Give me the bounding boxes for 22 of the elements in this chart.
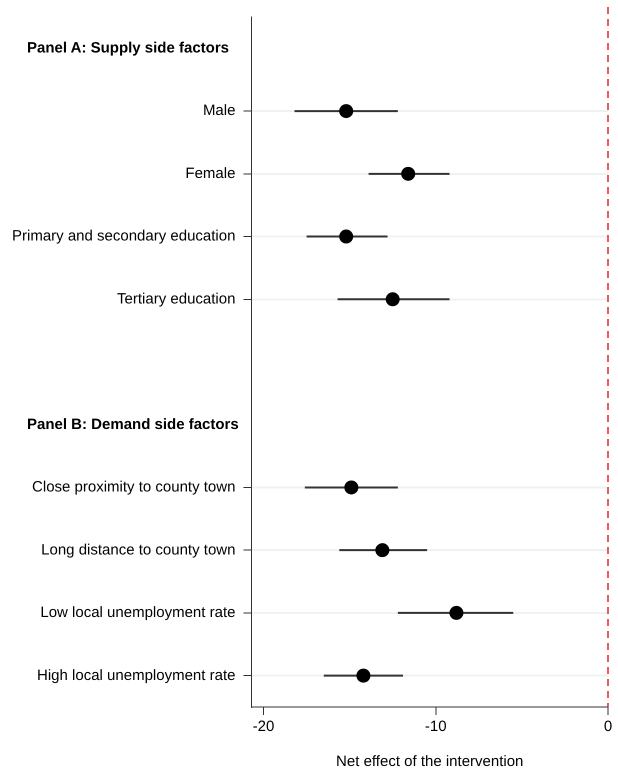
y-tick-label: Close proximity to county town (32, 478, 236, 496)
point (375, 543, 390, 558)
x-tick-label: 0 (604, 718, 612, 736)
point (401, 166, 416, 181)
y-tick-label: High local unemployment rate (37, 666, 236, 684)
text: Panel B: Demand side factors (27, 416, 239, 433)
y-tick-label: Female (185, 164, 236, 182)
point (356, 668, 370, 683)
point (344, 480, 358, 494)
x-axis-title: Net effect of the intervention (336, 753, 524, 770)
y-tick-label: Male (202, 102, 236, 120)
y-tick-label: Long distance to county town (41, 541, 236, 558)
y-tick-label: Primary and secondary education (12, 228, 236, 245)
point (449, 606, 464, 620)
point (339, 230, 354, 244)
y-tick-label: Low local unemployment rate (40, 604, 236, 622)
x-tick-label: -10 (424, 718, 447, 736)
point (386, 292, 400, 306)
x-tick-label: -20 (252, 718, 274, 736)
y-tick-label: Tertiary education (117, 290, 236, 308)
point (339, 104, 354, 118)
text: Panel A: Supply side factors (27, 40, 229, 57)
